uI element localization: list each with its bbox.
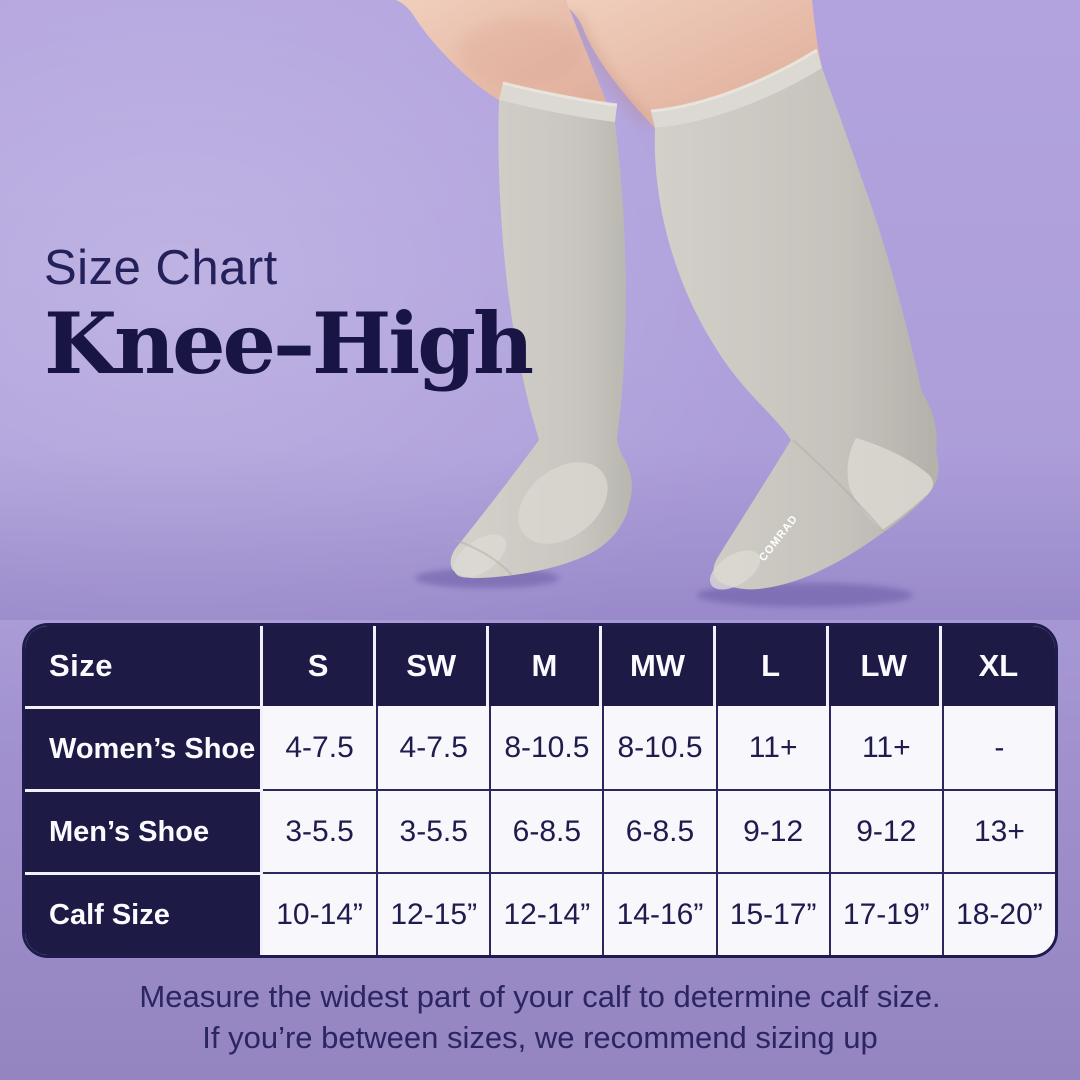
- table-row-label: Men’s Shoe: [25, 789, 263, 872]
- table-cell: 14-16”: [602, 872, 716, 955]
- left-toe-seam: [454, 539, 513, 576]
- table-cell: 8-10.5: [489, 706, 603, 789]
- table-cell: 12-14”: [489, 872, 603, 955]
- left-sock-cuff: [499, 83, 617, 122]
- table-cell: 6-8.5: [602, 789, 716, 872]
- title-block: Size Chart Knee–High: [44, 240, 534, 393]
- footer-line-1: Measure the widest part of your calf to …: [139, 979, 941, 1014]
- footer-line-2: If you’re between sizes, we recommend si…: [202, 1020, 878, 1055]
- size-chart-label: Size Chart: [44, 241, 278, 295]
- table-cell: 18-20”: [941, 872, 1055, 955]
- table-cell: 11+: [828, 706, 942, 789]
- leg-crease-shadow: [569, 10, 654, 128]
- table-cell: 15-17”: [715, 872, 829, 955]
- legs-photo: COMRAD: [0, 0, 1080, 620]
- left-knee-blush: [458, 18, 582, 86]
- table-corner-size: Size: [25, 626, 263, 706]
- table-header-cell-s: S: [263, 626, 377, 706]
- left-sock: [450, 100, 632, 579]
- right-heel-seam: [792, 439, 885, 533]
- size-table: Size S SW M MW L LW XL Women’s Shoe 4-7.5 4-7.5 8-1…: [22, 623, 1058, 958]
- footer-note: Measure the widest part of your calf to …: [0, 976, 1080, 1058]
- table-cell: 10-14”: [263, 872, 377, 955]
- table-cell: 4-7.5: [376, 706, 490, 789]
- left-sock-cuff-highlight: [502, 81, 618, 107]
- table-cell: 3-5.5: [376, 789, 490, 872]
- right-toe-cap: [709, 550, 761, 590]
- left-heel-patch: [518, 462, 608, 544]
- table-cell: 3-5.5: [263, 789, 377, 872]
- table-row-label: Women’s Shoe: [25, 706, 263, 789]
- right-knee-skin: [556, 0, 822, 128]
- table-cell: 12-15”: [376, 872, 490, 955]
- left-toe-cap: [453, 534, 507, 578]
- product-title: Knee–High: [44, 294, 534, 393]
- table-row-label: Calf Size: [25, 872, 263, 955]
- table-header-cell-m: M: [489, 626, 603, 706]
- table-header-cell-lw: LW: [828, 626, 942, 706]
- right-sock-cuff-highlight: [650, 48, 818, 113]
- table-cell: 9-12: [715, 789, 829, 872]
- table-header-cell-l: L: [715, 626, 829, 706]
- table-cell: 17-19”: [828, 872, 942, 955]
- table-cell: 9-12: [828, 789, 942, 872]
- table-header-cell-xl: XL: [941, 626, 1055, 706]
- table-cell: 4-7.5: [263, 706, 377, 789]
- table-cell: -: [941, 706, 1055, 789]
- table-cell: 13+: [941, 789, 1055, 872]
- table-header-cell-mw: MW: [602, 626, 716, 706]
- right-heel-patch: [847, 438, 933, 530]
- right-sock-cuff: [651, 50, 822, 128]
- table-header-cell-sw: SW: [376, 626, 490, 706]
- table-cell: 6-8.5: [489, 789, 603, 872]
- table-cell: 11+: [715, 706, 829, 789]
- table-cell: 8-10.5: [602, 706, 716, 789]
